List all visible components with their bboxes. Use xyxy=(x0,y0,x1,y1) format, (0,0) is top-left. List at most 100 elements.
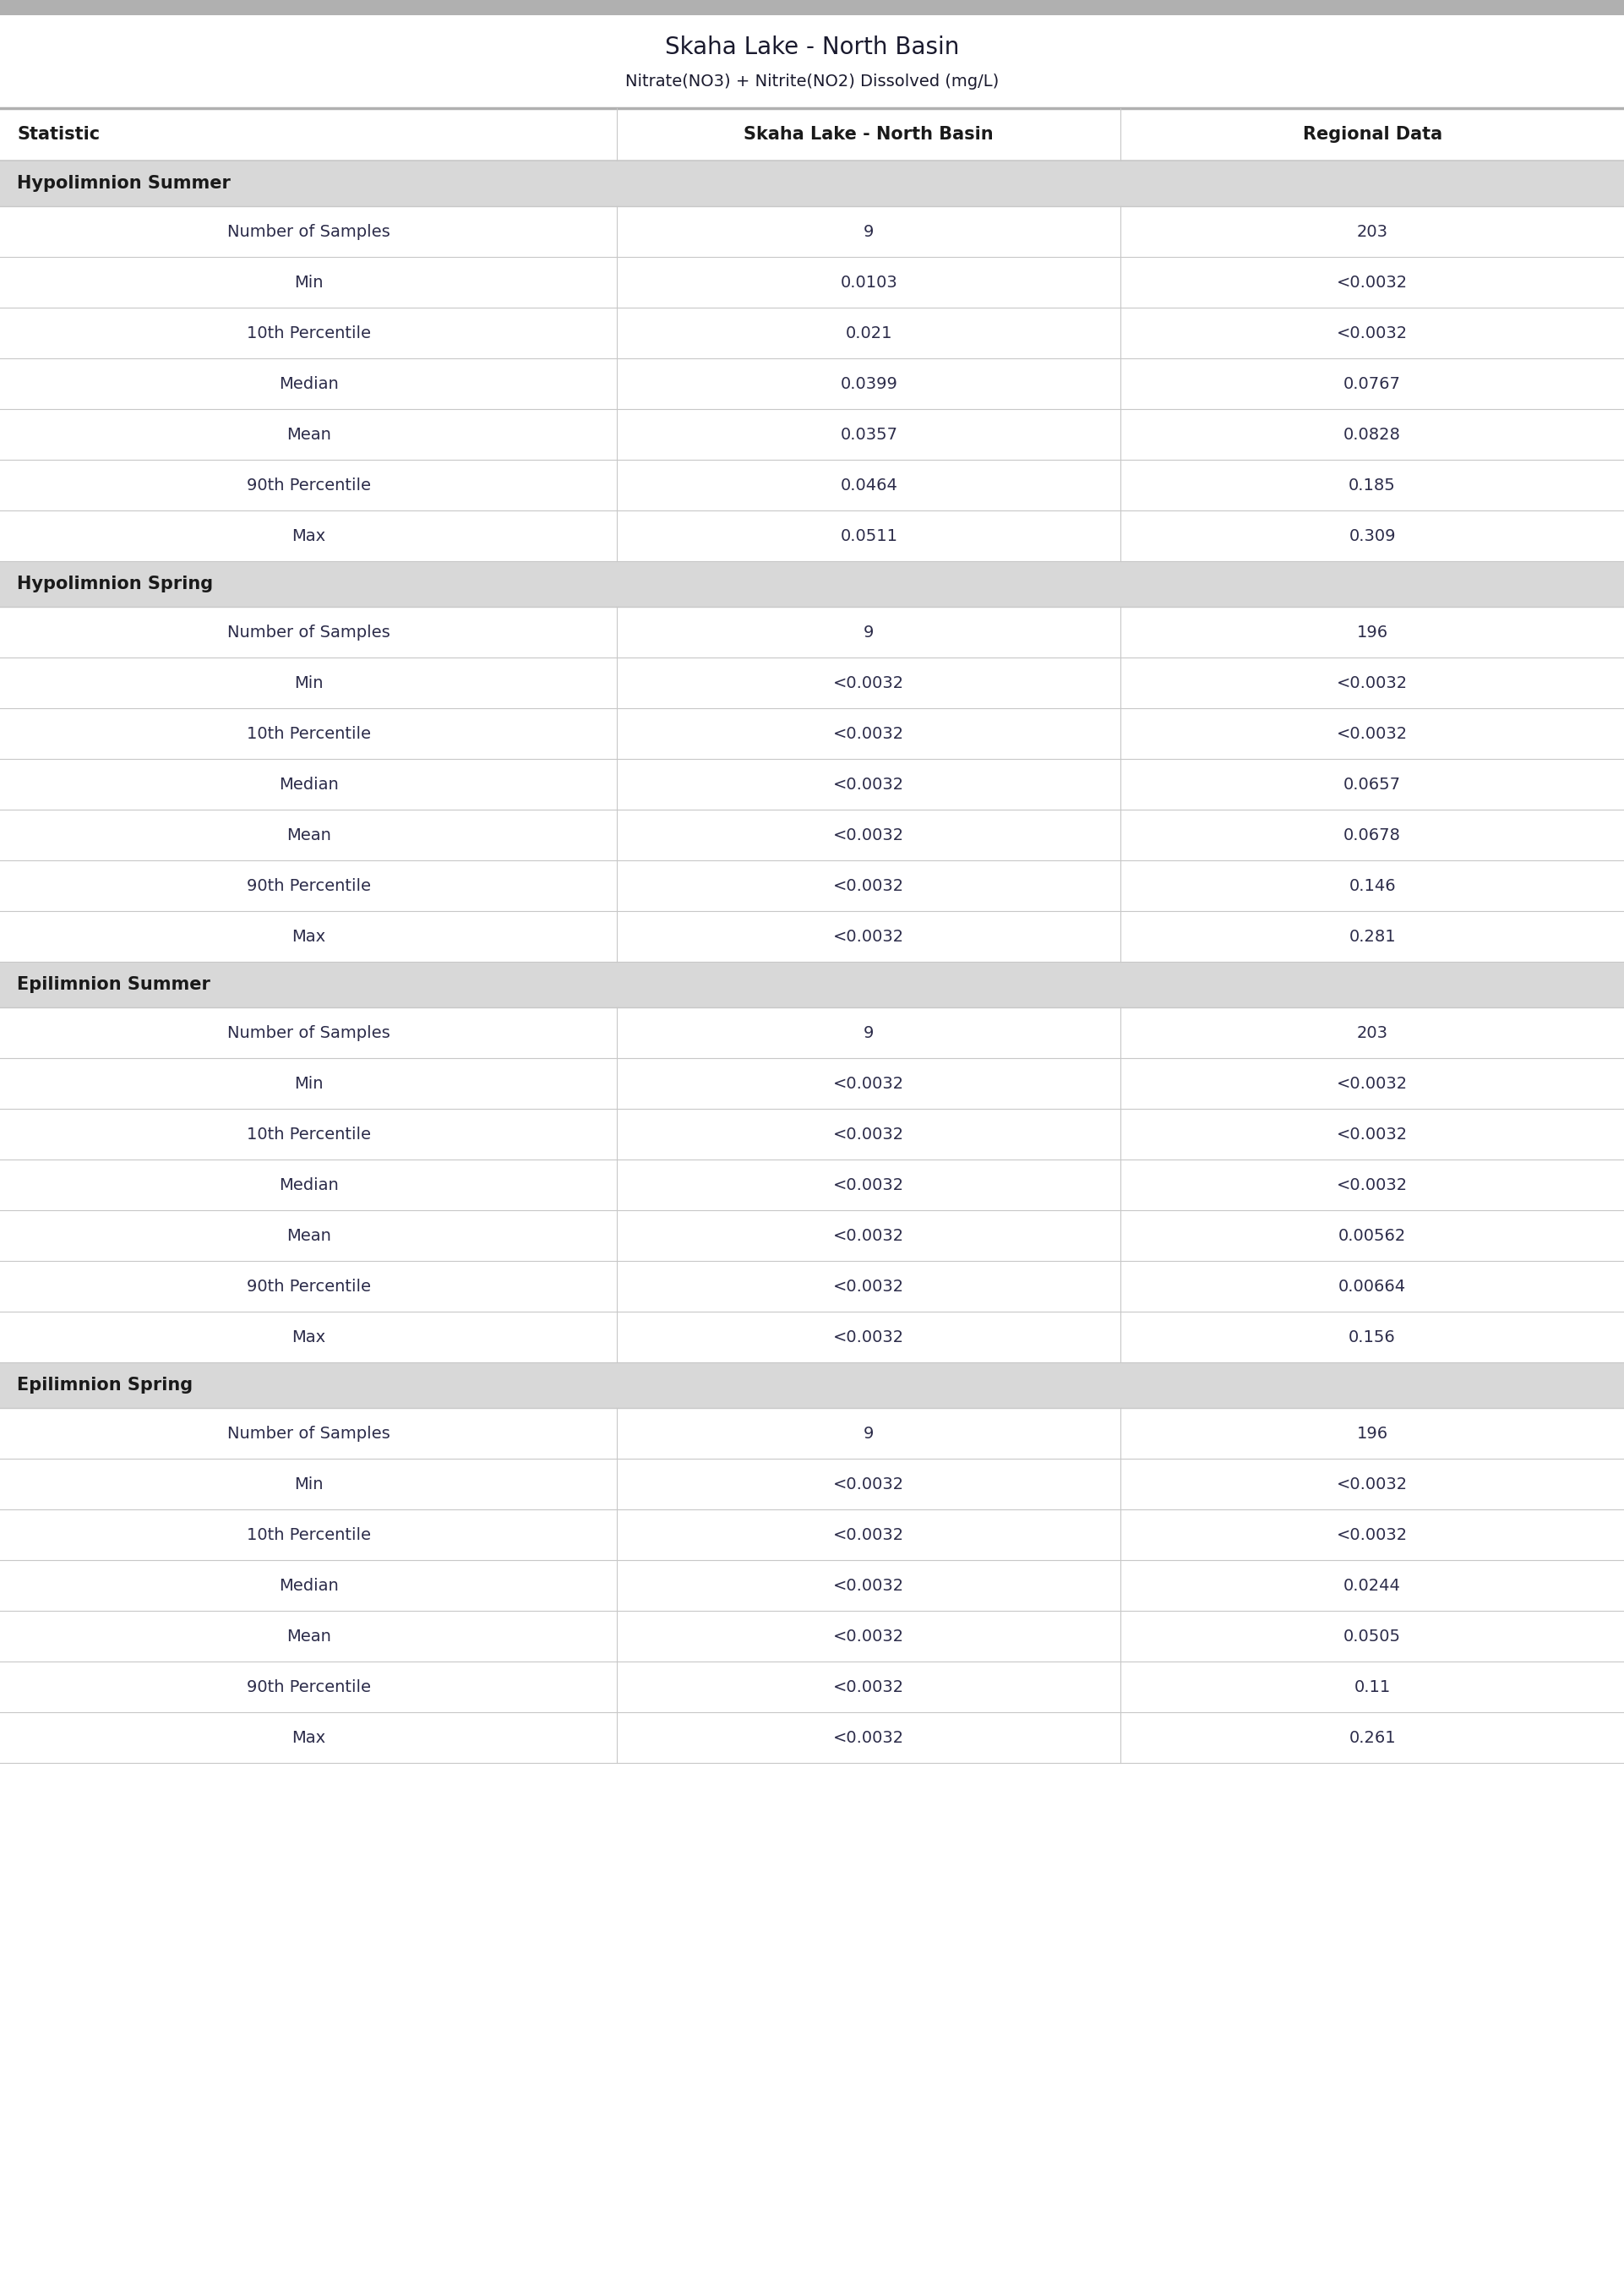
Text: <0.0032: <0.0032 xyxy=(833,726,905,742)
Text: <0.0032: <0.0032 xyxy=(833,1228,905,1244)
Text: 196: 196 xyxy=(1356,624,1389,640)
Text: <0.0032: <0.0032 xyxy=(1337,1176,1408,1194)
Bar xyxy=(0,561,1624,606)
Bar xyxy=(0,810,1624,860)
Bar xyxy=(0,1160,1624,1210)
Bar xyxy=(0,962,1624,1008)
Text: 0.156: 0.156 xyxy=(1348,1328,1397,1346)
Bar xyxy=(0,1260,1624,1312)
Text: 0.146: 0.146 xyxy=(1350,878,1395,894)
Text: Mean: Mean xyxy=(286,1228,331,1244)
Text: Mean: Mean xyxy=(286,427,331,443)
Text: <0.0032: <0.0032 xyxy=(1337,726,1408,742)
Bar xyxy=(0,461,1624,511)
Text: 0.021: 0.021 xyxy=(846,325,892,340)
Text: 90th Percentile: 90th Percentile xyxy=(247,477,370,493)
Bar xyxy=(0,1108,1624,1160)
Text: Number of Samples: Number of Samples xyxy=(227,624,390,640)
Bar xyxy=(0,1460,1624,1510)
Text: 0.0767: 0.0767 xyxy=(1343,375,1402,393)
Text: 0.0244: 0.0244 xyxy=(1343,1578,1402,1594)
Text: 0.0399: 0.0399 xyxy=(840,375,898,393)
Bar xyxy=(0,1312,1624,1362)
Text: <0.0032: <0.0032 xyxy=(833,1278,905,1294)
Text: 203: 203 xyxy=(1356,1024,1389,1040)
Bar xyxy=(0,1612,1624,1662)
Text: <0.0032: <0.0032 xyxy=(833,776,905,792)
Text: 196: 196 xyxy=(1356,1426,1389,1441)
Bar xyxy=(0,860,1624,910)
Bar xyxy=(0,910,1624,962)
Text: 90th Percentile: 90th Percentile xyxy=(247,1278,370,1294)
Text: <0.0032: <0.0032 xyxy=(833,1578,905,1594)
Text: 0.0828: 0.0828 xyxy=(1343,427,1402,443)
Bar xyxy=(0,1662,1624,1712)
Text: Regional Data: Regional Data xyxy=(1302,125,1442,143)
Text: 0.00664: 0.00664 xyxy=(1338,1278,1406,1294)
Text: Epilimnion Summer: Epilimnion Summer xyxy=(16,976,209,992)
Text: Nitrate(NO3) + Nitrite(NO2) Dissolved (mg/L): Nitrate(NO3) + Nitrite(NO2) Dissolved (m… xyxy=(625,73,999,89)
Text: Epilimnion Spring: Epilimnion Spring xyxy=(16,1376,193,1394)
Text: <0.0032: <0.0032 xyxy=(833,826,905,842)
Text: Max: Max xyxy=(292,1730,325,1746)
Text: Statistic: Statistic xyxy=(16,125,99,143)
Text: <0.0032: <0.0032 xyxy=(833,674,905,690)
Bar xyxy=(0,0,1624,16)
Bar xyxy=(0,1008,1624,1058)
Bar xyxy=(0,606,1624,658)
Text: Max: Max xyxy=(292,928,325,944)
Text: Median: Median xyxy=(279,1176,338,1194)
Bar xyxy=(0,1712,1624,1764)
Text: Skaha Lake - North Basin: Skaha Lake - North Basin xyxy=(664,36,960,59)
Text: <0.0032: <0.0032 xyxy=(1337,1476,1408,1491)
Text: 10th Percentile: 10th Percentile xyxy=(247,1528,370,1544)
Text: 10th Percentile: 10th Percentile xyxy=(247,726,370,742)
Text: Number of Samples: Number of Samples xyxy=(227,1024,390,1040)
Text: <0.0032: <0.0032 xyxy=(833,1176,905,1194)
Text: 0.281: 0.281 xyxy=(1350,928,1395,944)
Text: Median: Median xyxy=(279,375,338,393)
Text: <0.0032: <0.0032 xyxy=(1337,1126,1408,1142)
Text: 0.11: 0.11 xyxy=(1354,1680,1390,1696)
Bar xyxy=(0,257,1624,309)
Text: 0.261: 0.261 xyxy=(1350,1730,1395,1746)
Bar xyxy=(0,207,1624,257)
Bar xyxy=(0,109,1624,161)
Text: 90th Percentile: 90th Percentile xyxy=(247,1680,370,1696)
Bar xyxy=(0,708,1624,758)
Bar xyxy=(0,1407,1624,1460)
Text: Min: Min xyxy=(294,1476,323,1491)
Text: <0.0032: <0.0032 xyxy=(1337,1076,1408,1092)
Bar xyxy=(0,758,1624,810)
Text: 0.0678: 0.0678 xyxy=(1343,826,1402,842)
Text: 0.00562: 0.00562 xyxy=(1338,1228,1406,1244)
Text: 9: 9 xyxy=(864,624,874,640)
Text: Number of Samples: Number of Samples xyxy=(227,222,390,241)
Text: <0.0032: <0.0032 xyxy=(1337,275,1408,291)
Text: 0.0505: 0.0505 xyxy=(1343,1628,1402,1643)
Bar xyxy=(0,359,1624,409)
Text: 9: 9 xyxy=(864,1024,874,1040)
Text: Hypolimnion Spring: Hypolimnion Spring xyxy=(16,577,213,592)
Text: 0.0357: 0.0357 xyxy=(840,427,898,443)
Text: Number of Samples: Number of Samples xyxy=(227,1426,390,1441)
Text: Mean: Mean xyxy=(286,1628,331,1643)
Text: <0.0032: <0.0032 xyxy=(833,1680,905,1696)
Text: 0.185: 0.185 xyxy=(1348,477,1397,493)
Text: 203: 203 xyxy=(1356,222,1389,241)
Text: 9: 9 xyxy=(864,222,874,241)
Text: 0.0657: 0.0657 xyxy=(1343,776,1402,792)
Text: 0.0511: 0.0511 xyxy=(840,529,898,545)
Text: Median: Median xyxy=(279,1578,338,1594)
Bar xyxy=(0,658,1624,708)
Text: Min: Min xyxy=(294,275,323,291)
Bar xyxy=(0,161,1624,207)
Bar xyxy=(0,1058,1624,1108)
Bar xyxy=(0,1510,1624,1559)
Text: <0.0032: <0.0032 xyxy=(1337,1528,1408,1544)
Text: <0.0032: <0.0032 xyxy=(833,1528,905,1544)
Text: 90th Percentile: 90th Percentile xyxy=(247,878,370,894)
Text: <0.0032: <0.0032 xyxy=(833,1126,905,1142)
Text: 10th Percentile: 10th Percentile xyxy=(247,325,370,340)
Text: Hypolimnion Summer: Hypolimnion Summer xyxy=(16,175,231,193)
